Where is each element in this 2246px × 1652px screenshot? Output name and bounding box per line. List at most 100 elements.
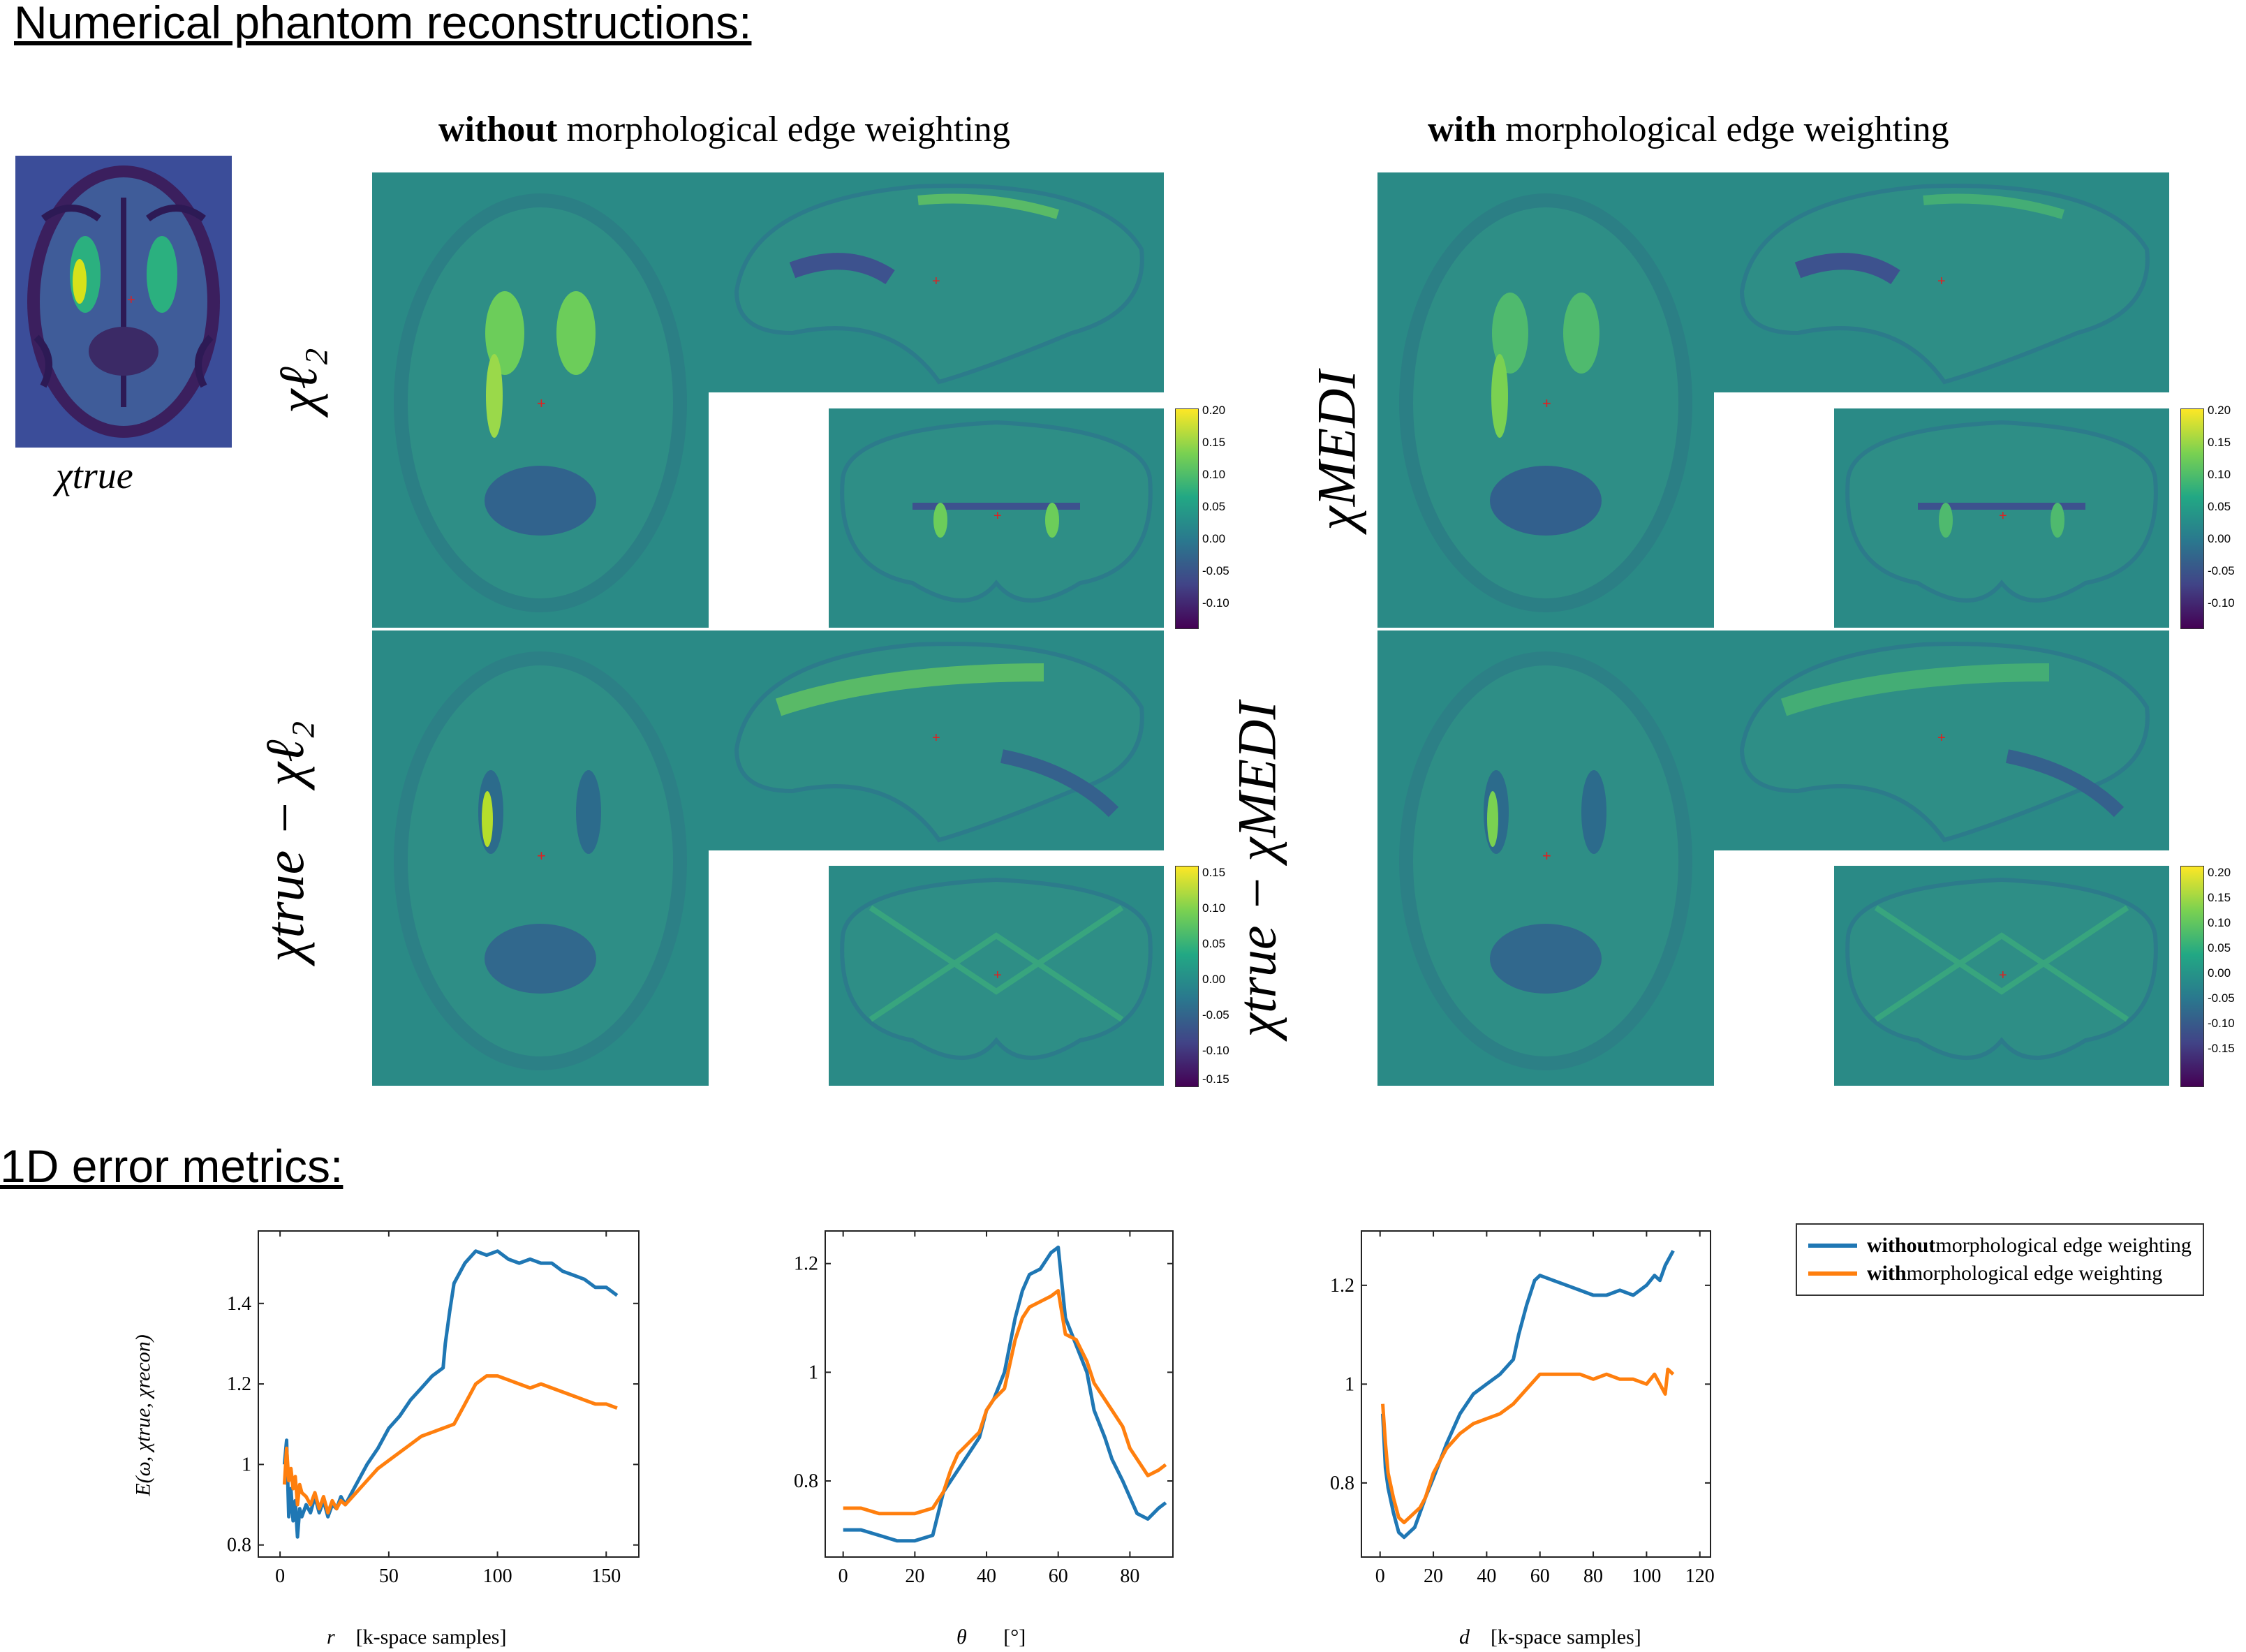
- colorbar-tick: 0.15: [2208, 436, 2231, 449]
- chart-r-ylabel: E(ω, χtrue, χrecon): [131, 1334, 155, 1496]
- legend-item-without: without morphological edge weighting: [1808, 1232, 2192, 1260]
- colorbar-tick: 0.00: [2208, 966, 2231, 980]
- series-line-with: [282, 1374, 618, 1515]
- colorbar-tick: 0.05: [1202, 500, 1226, 513]
- colorbar-l2-ticks: 0.20 0.15 0.10 0.05 0.00 -0.05 -0.10: [1202, 404, 1244, 627]
- legend-swatch-blue: [1808, 1244, 1857, 1248]
- legend-without-bold: without: [1867, 1234, 1936, 1257]
- y-tick-label: 1.2: [227, 1373, 251, 1395]
- colorbar-diff-medi-ticks: 0.20 0.15 0.10 0.05 0.00 -0.05 -0.10 -0.…: [2208, 866, 2246, 1089]
- x-tick-label: 60: [1049, 1565, 1068, 1587]
- row-label-diff-l2: χtrue − χℓ₂: [253, 721, 315, 962]
- svg-text:+: +: [993, 508, 1002, 524]
- colorbar-tick: 0.10: [2208, 916, 2231, 929]
- colorbar-tick: -0.15: [1202, 1072, 1229, 1086]
- error-chart-d: 0 20 40 60 80 100 120 0.8 1 1.2: [1330, 1230, 1715, 1587]
- x-tick-label: 80: [1120, 1565, 1139, 1587]
- svg-text:+: +: [1937, 274, 1946, 289]
- x-tick-label: 100: [483, 1565, 512, 1587]
- series-line-without: [282, 1249, 619, 1539]
- legend-with-rest: morphological edge weighting: [1906, 1262, 2163, 1285]
- svg-text:+: +: [932, 730, 940, 746]
- section-title-reconstructions: Numerical phantom reconstructions:: [14, 0, 752, 48]
- chart-theta-xvar: θ: [956, 1625, 967, 1649]
- plot-frame: [258, 1230, 640, 1558]
- header-without-bold: without: [438, 110, 558, 149]
- colorbar-diff-l2: [1175, 866, 1199, 1087]
- colorbar-tick: 0.10: [1202, 901, 1226, 915]
- x-tick-label: 150: [591, 1565, 621, 1587]
- colorbar-tick: 0.05: [1202, 937, 1226, 950]
- colorbar-tick: 0.15: [2208, 891, 2231, 904]
- x-tick-label: 120: [1685, 1565, 1715, 1587]
- y-tick-label: 1.2: [1330, 1275, 1354, 1297]
- colorbar-tick: -0.05: [1202, 1008, 1229, 1022]
- colorbar-tick: 0.15: [1202, 436, 1226, 449]
- colorbar-medi-ticks: 0.20 0.15 0.10 0.05 0.00 -0.05 -0.10: [2208, 404, 2246, 627]
- series-line-with: [1381, 1367, 1675, 1524]
- colorbar-tick: 0.15: [1202, 866, 1226, 879]
- chart-r-xunit: [k-space samples]: [355, 1625, 507, 1649]
- chart-d-xunit: [k-space samples]: [1491, 1625, 1641, 1649]
- x-tick-label: 100: [1632, 1565, 1661, 1587]
- chart-theta-xlabel: θ [°]: [956, 1625, 1026, 1649]
- svg-text:+: +: [537, 847, 546, 864]
- axial-slice-l2: +: [372, 172, 709, 628]
- x-tick-label: 40: [1477, 1565, 1496, 1587]
- chi-true-label: χtrue: [56, 455, 133, 496]
- axial-slice-diff-l2: +: [372, 630, 709, 1086]
- header-without: without morphological edge weighting: [438, 109, 1010, 150]
- colorbar-tick: 0.00: [2208, 532, 2231, 545]
- error-chart-r: 0 50 100 150 0.8 1 1.2 1.4: [227, 1230, 640, 1587]
- colorbar-tick: 0.10: [1202, 468, 1226, 481]
- x-tick-label: 80: [1583, 1565, 1603, 1587]
- colorbar-medi: [2180, 408, 2204, 629]
- colorbar-tick: 0.00: [1202, 532, 1226, 545]
- colorbar-tick: 0.05: [2208, 941, 2231, 954]
- coronal-slice-diff-l2: +: [829, 866, 1164, 1086]
- header-without-rest: morphological edge weighting: [557, 110, 1010, 149]
- svg-text:+: +: [932, 274, 940, 289]
- y-tick-label: 0.8: [227, 1535, 251, 1556]
- y-tick-label: 1: [808, 1362, 818, 1383]
- svg-text:+: +: [1542, 847, 1551, 864]
- svg-text:+: +: [1999, 508, 2007, 524]
- svg-text:+: +: [1542, 394, 1551, 412]
- svg-text:+: +: [1999, 968, 2007, 983]
- chart-legend: without morphological edge weighting wit…: [1796, 1223, 2204, 1296]
- sagittal-slice-diff-medi: +: [1714, 630, 2169, 850]
- svg-text:+: +: [127, 293, 135, 308]
- x-tick-label: 60: [1530, 1565, 1550, 1587]
- coronal-slice-diff-medi: +: [1834, 866, 2169, 1086]
- colorbar-tick: -0.05: [2208, 991, 2235, 1005]
- x-tick-label: 0: [275, 1565, 285, 1587]
- colorbar-tick: 0.05: [2208, 500, 2231, 513]
- sagittal-slice-medi: +: [1714, 172, 2169, 392]
- colorbar-tick: 0.10: [2208, 468, 2231, 481]
- colorbar-tick: -0.15: [2208, 1042, 2235, 1055]
- colorbar-tick: 0.00: [1202, 973, 1226, 986]
- colorbar-tick: -0.10: [2208, 1017, 2235, 1030]
- colorbar-tick: 0.20: [2208, 404, 2231, 417]
- colorbar-tick: -0.05: [1202, 564, 1229, 577]
- legend-with-bold: with: [1867, 1262, 1907, 1285]
- sagittal-slice-diff-l2: +: [709, 630, 1164, 850]
- y-tick-label: 0.8: [794, 1470, 818, 1492]
- colorbar-l2: [1175, 408, 1199, 629]
- chart-theta-xunit: [°]: [1003, 1625, 1026, 1649]
- y-tick-label: 1.4: [227, 1293, 251, 1315]
- colorbar-tick: -0.10: [2208, 596, 2235, 610]
- row-label-chi-l2: χℓ₂: [267, 348, 328, 413]
- chart-d-xlabel: d [k-space samples]: [1459, 1625, 1641, 1649]
- header-with: with morphological edge weighting: [1428, 109, 1949, 150]
- y-tick-label: 1: [242, 1454, 251, 1475]
- legend-without-rest: morphological edge weighting: [1935, 1234, 2192, 1257]
- chart-r-xlabel: r [k-space samples]: [327, 1625, 506, 1649]
- x-tick-label: 0: [1375, 1565, 1385, 1587]
- plot-frame: [825, 1230, 1174, 1558]
- y-tick-label: 0.8: [1330, 1473, 1354, 1494]
- y-tick-label: 1.2: [794, 1253, 818, 1275]
- svg-text:+: +: [1937, 730, 1946, 746]
- chart-d-xvar: d: [1459, 1625, 1470, 1649]
- axial-slice-medi: +: [1377, 172, 1714, 628]
